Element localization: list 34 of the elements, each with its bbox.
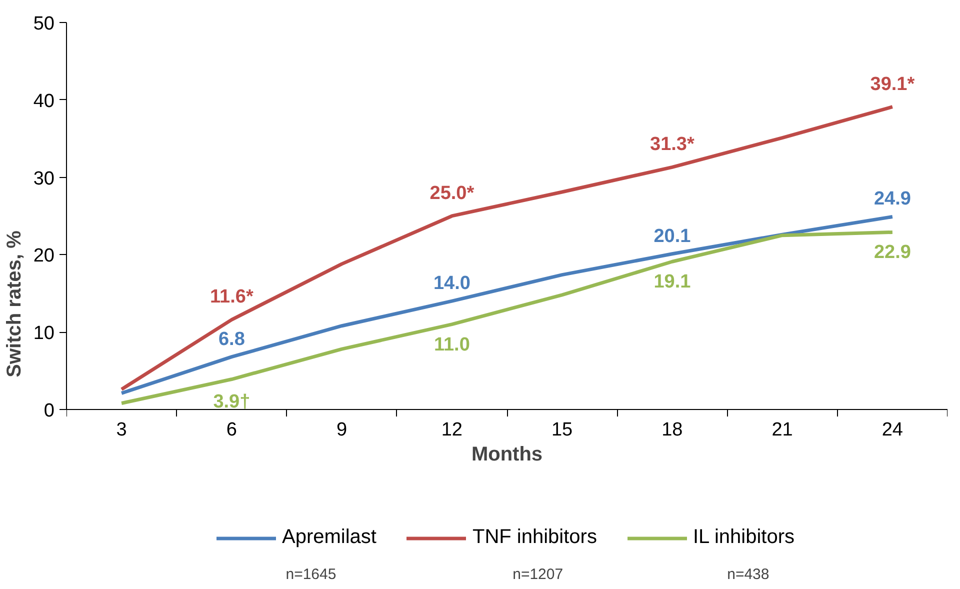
text: n=438 bbox=[727, 566, 770, 584]
y-tick-label: 20 bbox=[33, 246, 55, 267]
y-tick-label: 50 bbox=[33, 14, 55, 34]
y-tick-label: 10 bbox=[33, 323, 55, 344]
y-tick-label: 40 bbox=[33, 90, 55, 112]
data-label: 22.9 bbox=[874, 242, 911, 264]
y-axis-title: Switch rates, % bbox=[3, 230, 26, 378]
y-tick-label: 0 bbox=[44, 400, 55, 422]
data-label: 20.1 bbox=[654, 226, 692, 247]
x-tick-label: 6 bbox=[226, 419, 237, 440]
x-tick-label: 18 bbox=[662, 419, 683, 440]
data-label: 39.1* bbox=[870, 74, 916, 95]
x-axis-title: Months bbox=[471, 444, 543, 466]
data-label: 24.9 bbox=[874, 188, 911, 210]
data-label: 25.0* bbox=[430, 182, 475, 204]
data-label: 11.0 bbox=[434, 334, 470, 356]
data-label: 11.6* bbox=[210, 286, 254, 308]
x-tick-label: 3 bbox=[116, 419, 127, 440]
data-label: 31.3* bbox=[650, 134, 695, 156]
y-tick-label: 30 bbox=[33, 168, 55, 190]
legend-label: TNF inhibitors bbox=[472, 526, 597, 549]
x-tick-label: 21 bbox=[772, 419, 793, 440]
legend-label: IL inhibitors bbox=[692, 526, 795, 549]
text: n=1207 bbox=[512, 566, 564, 584]
x-tick-label: 24 bbox=[882, 419, 904, 440]
data-label: 14.0 bbox=[433, 273, 470, 294]
legend-label: Apremilast bbox=[282, 526, 376, 549]
x-tick-label: 15 bbox=[551, 419, 573, 440]
x-tick-label: 12 bbox=[441, 419, 463, 440]
x-tick-label: 9 bbox=[336, 419, 348, 440]
data-label: 3.9† bbox=[213, 391, 250, 412]
data-label: 19.1 bbox=[654, 272, 692, 293]
text: n=1645 bbox=[286, 566, 336, 584]
data-label: 6.8 bbox=[218, 328, 245, 350]
